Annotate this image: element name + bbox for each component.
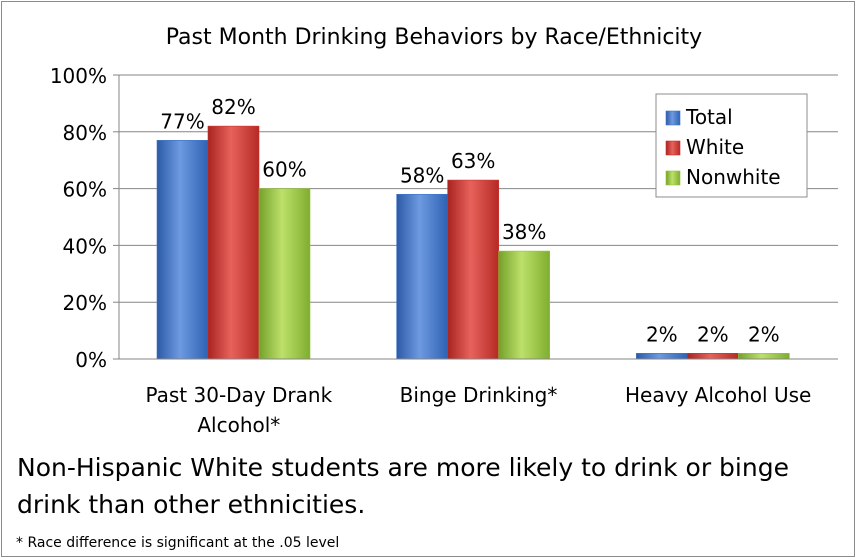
x-tick-label: Past 30-Day Drank [145,383,332,407]
y-tick-label: 0% [75,348,107,372]
x-tick-label: Binge Drinking* [400,383,558,407]
data-label: 2% [646,322,678,346]
data-label: 38% [502,220,546,244]
y-tick-label: 80% [63,121,107,145]
legend-label: White [686,135,744,159]
bar-white [687,353,739,360]
x-tick-label: Heavy Alcohol Use [625,383,811,407]
data-label: 2% [748,322,780,346]
bar-white [207,125,260,360]
bar-total [636,353,688,360]
data-label: 2% [697,322,729,346]
data-label: 63% [451,149,495,173]
y-tick-label: 20% [63,291,107,315]
data-label: 82% [211,95,255,119]
bar-nonwhite [498,250,550,360]
x-tick-label: Alcohol* [197,413,280,437]
legend-label: Total [685,105,733,129]
y-tick-label: 60% [63,178,107,202]
legend: Total White Nonwhite [655,93,808,198]
bar-white [447,179,499,360]
footnote: * Race difference is significant at the … [16,535,340,551]
data-label: 77% [160,109,204,133]
y-tick-label: 40% [63,234,107,258]
legend-swatch [665,110,681,126]
legend-box [655,93,808,198]
y-tick-label: 100% [50,64,107,88]
chart-title: Past Month Drinking Behaviors by Race/Et… [166,25,702,50]
bar-nonwhite [738,353,790,360]
data-label: 60% [262,158,306,182]
bar-total [396,193,448,360]
chart-caption: Non-Hispanic White students are more lik… [17,453,789,519]
legend-label: Nonwhite [686,165,781,189]
bar-total [156,140,209,360]
legend-swatch [665,140,681,156]
bar-nonwhite [258,188,311,360]
legend-swatch [665,170,681,186]
data-label: 58% [400,163,444,187]
